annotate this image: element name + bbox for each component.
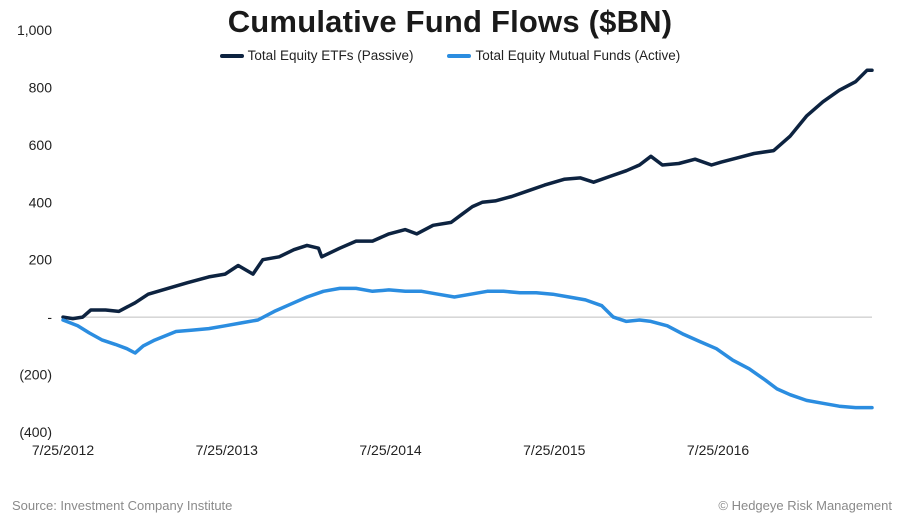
x-tick-label: 7/25/2013 xyxy=(196,442,258,458)
x-tick-label: 7/25/2014 xyxy=(359,442,421,458)
y-tick-label: (200) xyxy=(19,367,52,383)
x-axis: 7/25/2012 7/25/2013 7/25/2014 7/25/2015 7/25… xyxy=(32,442,750,458)
source-note: Source: Investment Company Institute xyxy=(12,498,233,513)
y-tick-label: 200 xyxy=(29,252,53,268)
legend-label-passive: Total Equity ETFs (Passive) xyxy=(247,48,414,63)
legend-swatch-passive xyxy=(219,53,244,58)
series-line-active-mutual-funds xyxy=(61,286,874,410)
legend: Total Equity ETFs (Passive) Total Equity… xyxy=(0,48,900,63)
legend-item-passive: Total Equity ETFs (Passive) xyxy=(219,48,414,63)
legend-swatch-active xyxy=(447,53,472,58)
series-group xyxy=(61,68,874,410)
legend-item-active: Total Equity Mutual Funds (Active) xyxy=(447,48,680,63)
copyright-note: © Hedgeye Risk Management xyxy=(718,498,892,513)
y-axis: (400) (200) - 200 400 600 800 1,000 xyxy=(17,22,52,440)
y-tick-label: 600 xyxy=(29,137,53,153)
chart-title: Cumulative Fund Flows ($BN) xyxy=(227,4,673,39)
series-line-passive-etfs xyxy=(61,68,874,321)
x-tick-label: 7/25/2016 xyxy=(687,442,749,458)
y-tick-label: 400 xyxy=(29,194,53,210)
x-tick-label: 7/25/2012 xyxy=(32,442,94,458)
x-tick-label: 7/25/2015 xyxy=(523,442,585,458)
y-tick-label: (400) xyxy=(19,424,52,440)
y-tick-label: - xyxy=(47,309,52,325)
y-tick-label: 1,000 xyxy=(17,22,52,38)
legend-label-active: Total Equity Mutual Funds (Active) xyxy=(475,48,681,63)
y-tick-label: 800 xyxy=(29,79,53,95)
